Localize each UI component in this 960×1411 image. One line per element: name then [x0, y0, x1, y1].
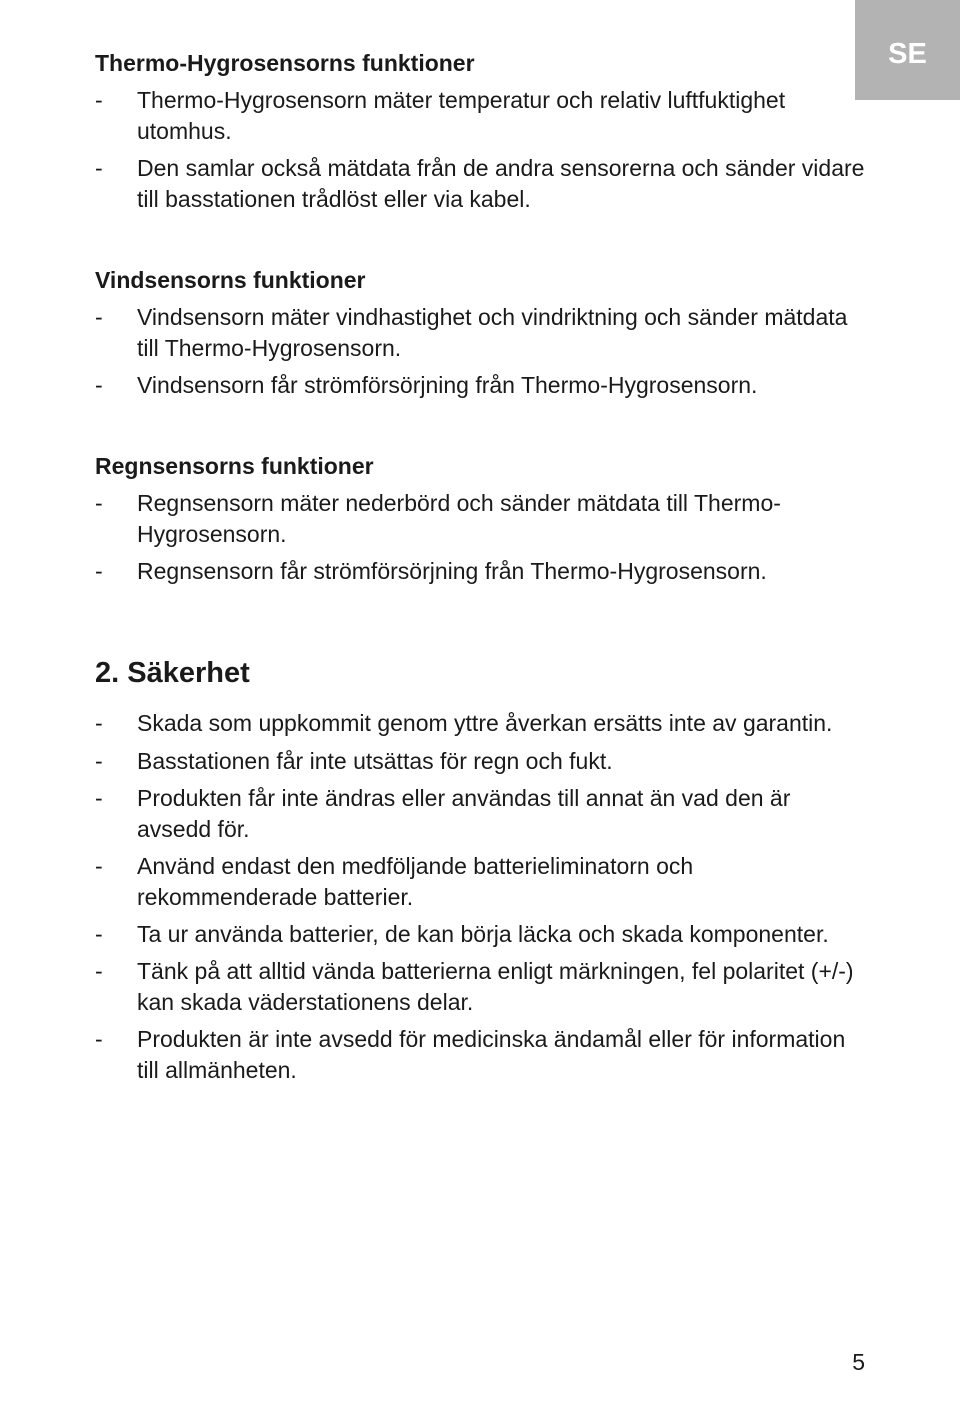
list-item: Ta ur använda batterier, de kan börja lä… [95, 919, 865, 950]
list-item: Vindsensorn mäter vindhastighet och vind… [95, 302, 865, 364]
list-item: Använd endast den medföljande batterieli… [95, 851, 865, 913]
section-heading: Vindsensorns funktioner [95, 267, 865, 294]
page-number: 5 [852, 1349, 865, 1376]
main-section-list: Skada som uppkommit genom yttre åverkan … [95, 708, 865, 1086]
page-content: Thermo-Hygrosensorns funktioner Thermo-H… [95, 40, 865, 1086]
list-item: Basstationen får inte utsättas för regn … [95, 746, 865, 777]
list-item: Regnsensorn mäter nederbörd och sänder m… [95, 488, 865, 550]
list-item: Tänk på att alltid vända batterierna enl… [95, 956, 865, 1018]
list-item: Den samlar också mätdata från de andra s… [95, 153, 865, 215]
section-list: Thermo-Hygrosensorn mäter temperatur och… [95, 85, 865, 215]
document-page: SE Thermo-Hygrosensorns funktioner Therm… [0, 0, 960, 1411]
section-heading: Regnsensorns funktioner [95, 453, 865, 480]
list-item: Thermo-Hygrosensorn mäter temperatur och… [95, 85, 865, 147]
list-item: Vindsensorn får strömförsörjning från Th… [95, 370, 865, 401]
list-item: Regnsensorn får strömförsörjning från Th… [95, 556, 865, 587]
list-item: Skada som uppkommit genom yttre åverkan … [95, 708, 865, 739]
section-list: Vindsensorn mäter vindhastighet och vind… [95, 302, 865, 401]
section-heading: Thermo-Hygrosensorns funktioner [95, 50, 865, 77]
list-item: Produkten är inte avsedd för medicinska … [95, 1024, 865, 1086]
list-item: Produkten får inte ändras eller användas… [95, 783, 865, 845]
main-section-heading: 2. Säkerhet [95, 657, 865, 690]
language-tab: SE [855, 0, 960, 100]
language-code: SE [888, 38, 927, 71]
section-list: Regnsensorn mäter nederbörd och sänder m… [95, 488, 865, 587]
